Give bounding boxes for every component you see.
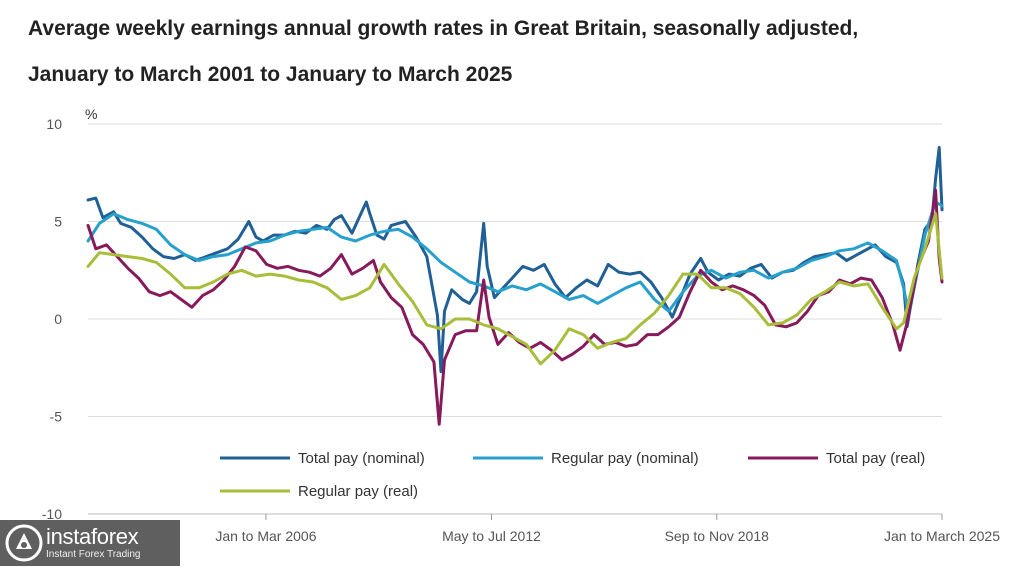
instaforex-watermark: instaforex Instant Forex Trading (0, 520, 180, 566)
y-tick-label: -10 (42, 506, 62, 522)
series-line (86, 212, 944, 366)
axes: 10 5 0 -5 -10% Jan to Mar 2006 May to Jul 2012… (42, 106, 1000, 544)
y-tick-label: -5 (50, 409, 63, 425)
legend: Total pay (nominal) Regular pay (nominal)… (220, 450, 925, 500)
y-tick-label: 10 (46, 116, 62, 132)
x-tick-label: Sep to Nov 2018 (665, 528, 770, 544)
x-tick-label: Jan to March 2025 (884, 528, 1000, 544)
legend-label: Total pay (nominal) (298, 450, 425, 467)
legend-label: Regular pay (real) (298, 483, 418, 500)
series-lines (86, 145, 944, 426)
y-tick-label: 5 (54, 214, 62, 230)
instaforex-logo-icon (4, 523, 44, 563)
y-tick-label: 0 (54, 311, 62, 327)
watermark-brand: instaforex (46, 524, 139, 549)
series-line (86, 188, 944, 426)
series-line (86, 200, 944, 317)
x-tick-label: May to Jul 2012 (442, 528, 541, 544)
grid-lines (88, 123, 942, 515)
legend-item: Total pay (real) (748, 450, 925, 467)
legend-label: Total pay (real) (826, 450, 925, 467)
watermark-tagline: Instant Forex Trading (46, 549, 141, 560)
legend-item: Total pay (nominal) (220, 450, 425, 467)
legend-item: Regular pay (real) (220, 483, 418, 500)
legend-item: Regular pay (nominal) (473, 450, 699, 467)
x-tick-label: Jan to Mar 2006 (215, 528, 316, 544)
legend-label: Regular pay (nominal) (551, 450, 699, 467)
y-axis-unit: % (85, 106, 97, 122)
chart-title: Average weekly earnings annual growth ra… (28, 17, 859, 86)
